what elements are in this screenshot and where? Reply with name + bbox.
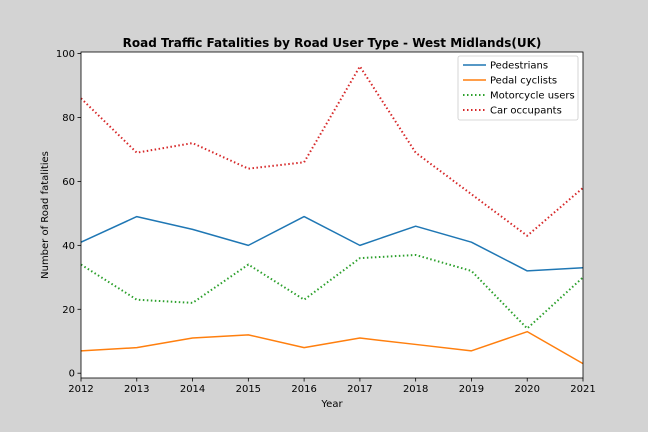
y-axis-ticks: 0 20 40 60 80 100 — [56, 49, 81, 380]
legend-label-pedestrians: Pedestrians — [490, 61, 548, 72]
chart-title: Road Traffic Fatalities by Road User Typ… — [123, 36, 542, 50]
y-tick-label: 60 — [62, 177, 75, 188]
x-tick-label: 2014 — [180, 384, 205, 395]
legend-box — [457, 55, 579, 121]
x-tick-label: 2015 — [236, 384, 261, 395]
x-tick-label: 2018 — [403, 384, 428, 395]
y-axis-label: Number of Road fatalities — [40, 151, 51, 279]
series-line-pedestrians — [80, 215, 584, 272]
legend: Pedestrians Pedal cyclists Motorcycle user… — [457, 55, 579, 121]
x-tick-label: 2012 — [68, 384, 93, 395]
y-tick-label: 40 — [62, 241, 75, 252]
legend-label-car-occupants: Car occupants — [490, 106, 562, 117]
legend-label-motorcycle-users: Motorcycle users — [490, 91, 575, 102]
series-line-pedal-cyclists — [80, 330, 584, 365]
plot-frame — [80, 51, 584, 379]
x-tick-label: 2019 — [459, 384, 484, 395]
legend-label-pedal-cyclists: Pedal cyclists — [490, 76, 557, 87]
x-axis-label: Year — [320, 399, 343, 410]
y-tick-label: 80 — [62, 113, 75, 124]
y-tick-label: 100 — [56, 49, 75, 60]
x-axis-ticks: 2012 2013 2014 2015 2016 2017 2018 2019 2020 2021 — [68, 378, 596, 395]
x-tick-label: 2016 — [291, 384, 316, 395]
x-tick-label: 2017 — [347, 384, 372, 395]
y-tick-label: 20 — [62, 305, 75, 316]
x-tick-label: 2013 — [124, 384, 149, 395]
y-tick-label: 0 — [69, 369, 75, 380]
x-tick-label: 2020 — [514, 384, 539, 395]
x-tick-label: 2021 — [570, 384, 595, 395]
